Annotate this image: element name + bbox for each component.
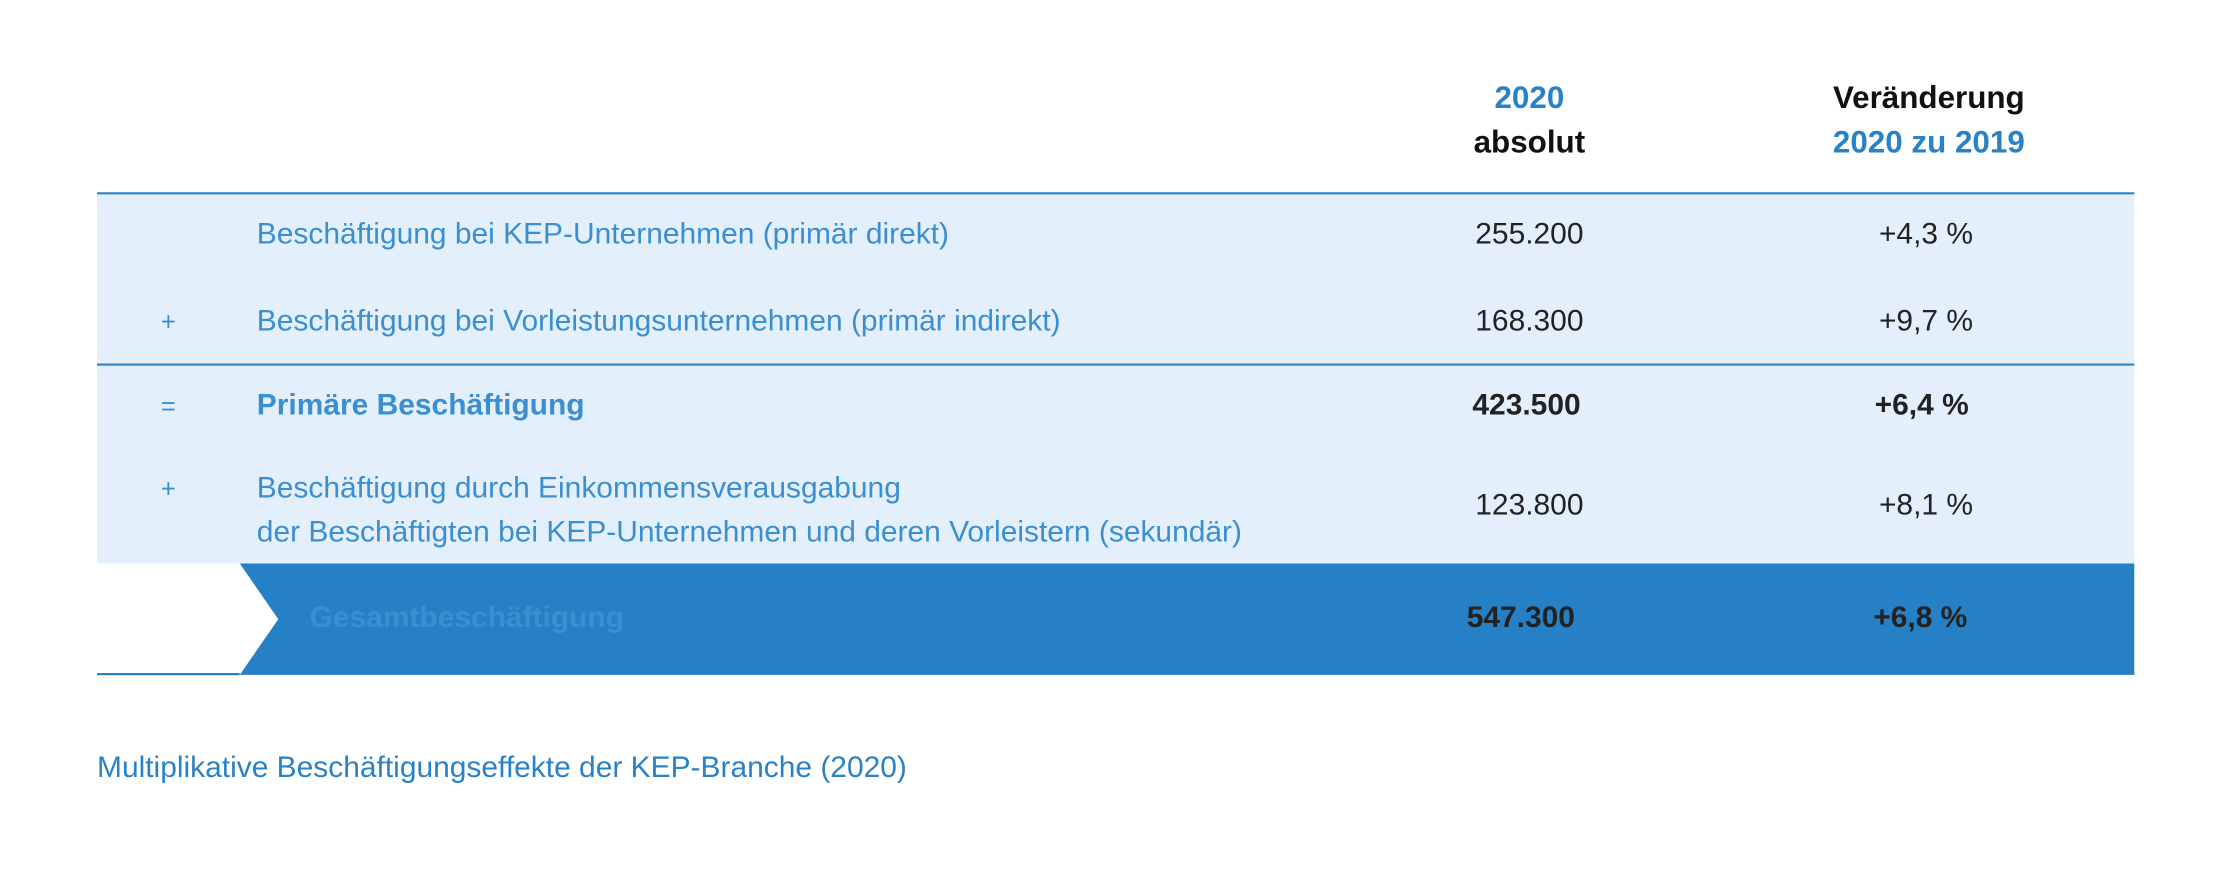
change: +9,7 % — [1879, 304, 1973, 337]
total-absolute: 547.300 — [1467, 601, 1575, 634]
row-label: Beschäftigung bei Vorleistungsunternehme… — [257, 304, 1061, 337]
change: +6,4 % — [1875, 389, 1969, 422]
operator: + — [161, 309, 176, 337]
total-label: Gesamtbeschäftigung — [310, 601, 624, 634]
operator: + — [161, 476, 176, 504]
row-label: Beschäftigung bei KEP-Unternehmen (primä… — [257, 217, 949, 250]
notch — [97, 563, 279, 675]
row-label: Primäre Beschäftigung — [257, 389, 585, 422]
row-band — [97, 194, 2135, 564]
absolute: 255.200 — [1475, 217, 1583, 250]
row-label: Beschäftigung durch Einkommensverausgabu… — [257, 471, 901, 504]
absolute: 123.800 — [1475, 488, 1583, 521]
header: 2020 zu 2019 — [1833, 124, 2025, 159]
operator: = — [161, 393, 176, 421]
total-change: +6,8 % — [1873, 601, 1967, 634]
header: absolut — [1474, 124, 1586, 159]
absolute: 168.300 — [1475, 304, 1583, 337]
change: +4,3 % — [1879, 217, 1973, 250]
absolute: 423.500 — [1472, 389, 1580, 422]
header: 2020 — [1494, 80, 1564, 115]
change: +8,1 % — [1879, 488, 1973, 521]
total-band — [97, 563, 2135, 675]
header: Veränderung — [1833, 80, 2025, 115]
caption: Multiplikative Beschäftigungseffekte der… — [97, 751, 907, 784]
row-label: der Beschäftigten bei KEP-Unternehmen un… — [257, 515, 1242, 548]
